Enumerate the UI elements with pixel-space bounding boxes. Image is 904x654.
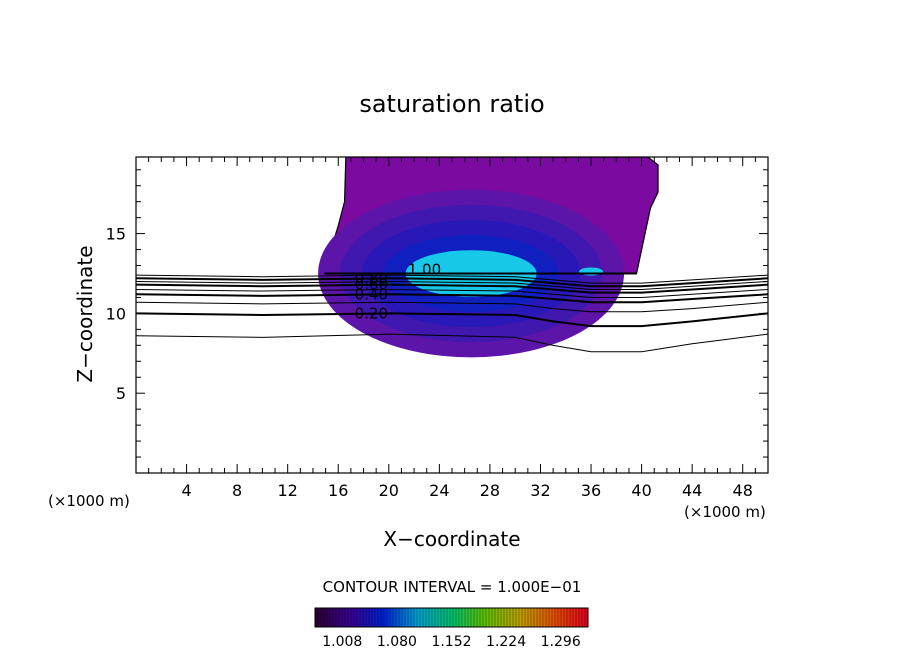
contour-label: 1.00 (408, 261, 441, 279)
colorbar-tick-label: 1.296 (541, 634, 581, 650)
y-tick-label: 5 (116, 384, 126, 403)
chart-title: saturation ratio (359, 90, 544, 118)
x-tick-label: 40 (631, 481, 651, 500)
colorbar-gradient (314, 607, 589, 628)
y-tick-label: 15 (106, 225, 126, 244)
contour-line (136, 283, 768, 294)
x-unit-left: (×1000 m) (48, 492, 130, 510)
x-tick-label: 24 (429, 481, 449, 500)
cloud-region (318, 157, 659, 358)
x-tick-label: 8 (232, 481, 242, 500)
x-tick-label: 4 (181, 481, 191, 500)
contour-label: 0.20 (355, 304, 388, 322)
contour-line (136, 293, 768, 304)
x-tick-label: 48 (733, 481, 753, 500)
x-tick-label: 12 (278, 481, 298, 500)
x-tick-label: 44 (682, 481, 702, 500)
contour-line (136, 333, 768, 353)
colorbar-tick-label: 1.080 (377, 634, 417, 650)
contour-lines: 0.200.400.600.801.00 (136, 261, 768, 353)
x-tick-label: 28 (480, 481, 500, 500)
contour-line (136, 277, 768, 288)
contour-line (136, 280, 768, 290)
x-unit-right: (×1000 m) (684, 503, 766, 521)
x-axis-label: X−coordinate (383, 527, 520, 551)
y-axis-label: Z−coordinate (73, 245, 97, 382)
x-tick-label: 20 (379, 481, 399, 500)
colorbar-tick-label: 1.224 (486, 634, 526, 650)
colorbar: 1.008 1.080 1.152 1.224 1.296 (314, 607, 589, 650)
x-tick-label: 32 (530, 481, 550, 500)
colorbar-tick-label: 1.152 (431, 634, 471, 650)
contour-interval-label: CONTOUR INTERVAL = 1.000E−01 (323, 578, 582, 596)
x-tick-label: 36 (581, 481, 601, 500)
contour-label: 0.80 (355, 269, 388, 287)
contour-line (136, 301, 768, 313)
contour-line (136, 288, 768, 298)
contour-label: 0.60 (355, 276, 388, 294)
y-tick-label: 10 (106, 304, 126, 323)
contour-line (136, 274, 768, 284)
x-tick-label: 16 (328, 481, 348, 500)
colorbar-tick-label: 1.008 (322, 634, 362, 650)
contour-line (136, 312, 768, 328)
